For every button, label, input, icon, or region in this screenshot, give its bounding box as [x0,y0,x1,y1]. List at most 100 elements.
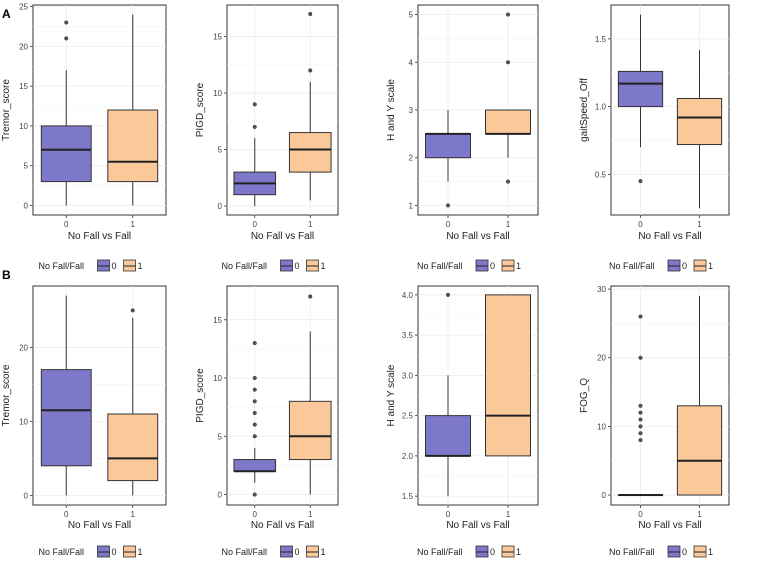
x-tick-label: 0 [64,220,69,229]
outlier-point [64,20,69,25]
outlier-point [638,431,643,436]
box-group-1 [288,11,332,201]
y-tick-label: 1 [409,201,414,210]
box-iqr [40,125,92,183]
outlier-point [638,438,643,443]
x-axis-title: No Fall vs Fall [638,520,701,531]
legend-label-1: 1 [138,261,143,271]
box-group-0 [425,110,471,208]
box-group-0 [617,314,664,497]
legend-label-0: 0 [490,547,495,557]
outlier-point [252,341,257,346]
outlier-point [252,124,257,129]
box-iqr [40,369,92,467]
y-tick-label: 10 [213,374,222,383]
legend-label-0: 0 [682,547,687,557]
outlier-point [505,12,511,17]
y-axis-title: PIGD_score [195,368,206,423]
boxplot-3: 1 2 3 4 5 0 1 No Fall vs Fall H and Y scale No Fa… [386,4,539,272]
x-axis-title: No Fall vs Fall [251,520,314,531]
y-tick-label: 1.5 [402,492,414,501]
box-group-1 [485,12,531,184]
y-tick-label: 20 [597,354,606,363]
x-tick-label: 1 [506,220,511,229]
x-tick-label: 1 [131,220,136,229]
y-axis-title: H and Y scale [386,364,397,426]
x-tick-label: 1 [506,510,511,519]
outlier-point [252,434,257,439]
y-tick-label: 30 [597,285,606,294]
y-tick-label: 5 [409,11,414,20]
legend-title: No Fall/Fall [609,547,655,557]
y-tick-label: 4.0 [402,291,414,300]
y-tick-label: 2 [409,154,414,163]
y-tick-label: 4 [409,58,414,67]
y-tick-label: 3.5 [402,331,414,340]
outlier-point [252,422,257,427]
outlier-point [252,375,257,381]
y-tick-label: 15 [213,33,222,42]
box-iqr [233,459,277,472]
y-tick-label: 20 [19,343,28,352]
box-group-1 [485,294,531,457]
x-axis-title: No Fall vs Fall [446,231,509,242]
y-tick-label: 10 [19,417,28,426]
legend-title: No Fall/Fall [609,261,655,271]
y-tick-label: 15 [19,82,28,91]
legend: No Fall/Fall 0 1 [609,259,713,272]
y-tick-label: 2.5 [402,412,414,421]
box-group-0 [40,20,92,206]
box-group-1 [107,14,159,206]
y-tick-label: 5 [218,146,223,155]
box-group-0 [233,341,277,497]
x-tick-label: 1 [131,510,136,519]
legend-label-0: 0 [295,261,300,271]
x-axis-title: No Fall vs Fall [251,231,314,242]
box-iqr [485,109,531,135]
outlier-point [252,102,257,107]
legend-label-1: 1 [708,547,713,557]
outlier-point [445,203,451,208]
legend-label-1: 1 [321,547,326,557]
legend: No Fall/Fall 0 1 [417,545,521,558]
outlier-point [252,492,257,497]
x-axis-title: No Fall vs Fall [68,520,131,531]
y-tick-label: 15 [213,316,222,325]
x-tick-label: 0 [446,510,451,519]
y-tick-label: 0 [218,202,223,211]
box-group-0 [617,14,664,184]
legend-title: No Fall/Fall [417,261,463,271]
y-tick-label: 3 [409,106,414,115]
box-iqr [425,133,471,159]
legend-title: No Fall/Fall [39,261,85,271]
y-tick-label: 0 [24,201,29,210]
y-axis-title: Tremor_score [1,364,12,426]
y-tick-label: 5 [218,432,223,441]
y-tick-label: 0 [218,491,223,500]
y-axis-title: Tremor_score [1,79,12,141]
legend-label-0: 0 [112,261,117,271]
legend-label-1: 1 [138,547,143,557]
box-iqr [485,294,531,457]
box-group-1 [288,294,332,495]
outlier-point [308,68,313,73]
box-group-0 [425,292,471,497]
legend-label-1: 1 [516,547,521,557]
outlier-point [638,410,643,415]
outlier-point [64,36,69,41]
legend: No Fall/Fall 0 1 [609,545,713,558]
outlier-point [638,355,643,360]
box-iqr [107,109,159,183]
legend-title: No Fall/Fall [417,547,463,557]
outlier-point [445,292,451,297]
legend-label-1: 1 [321,261,326,271]
y-tick-label: 10 [19,122,28,131]
y-axis-title: PIGD_score [195,82,206,137]
y-tick-label: 10 [597,422,606,431]
box-group-1 [676,49,723,209]
box-iqr [107,413,159,482]
